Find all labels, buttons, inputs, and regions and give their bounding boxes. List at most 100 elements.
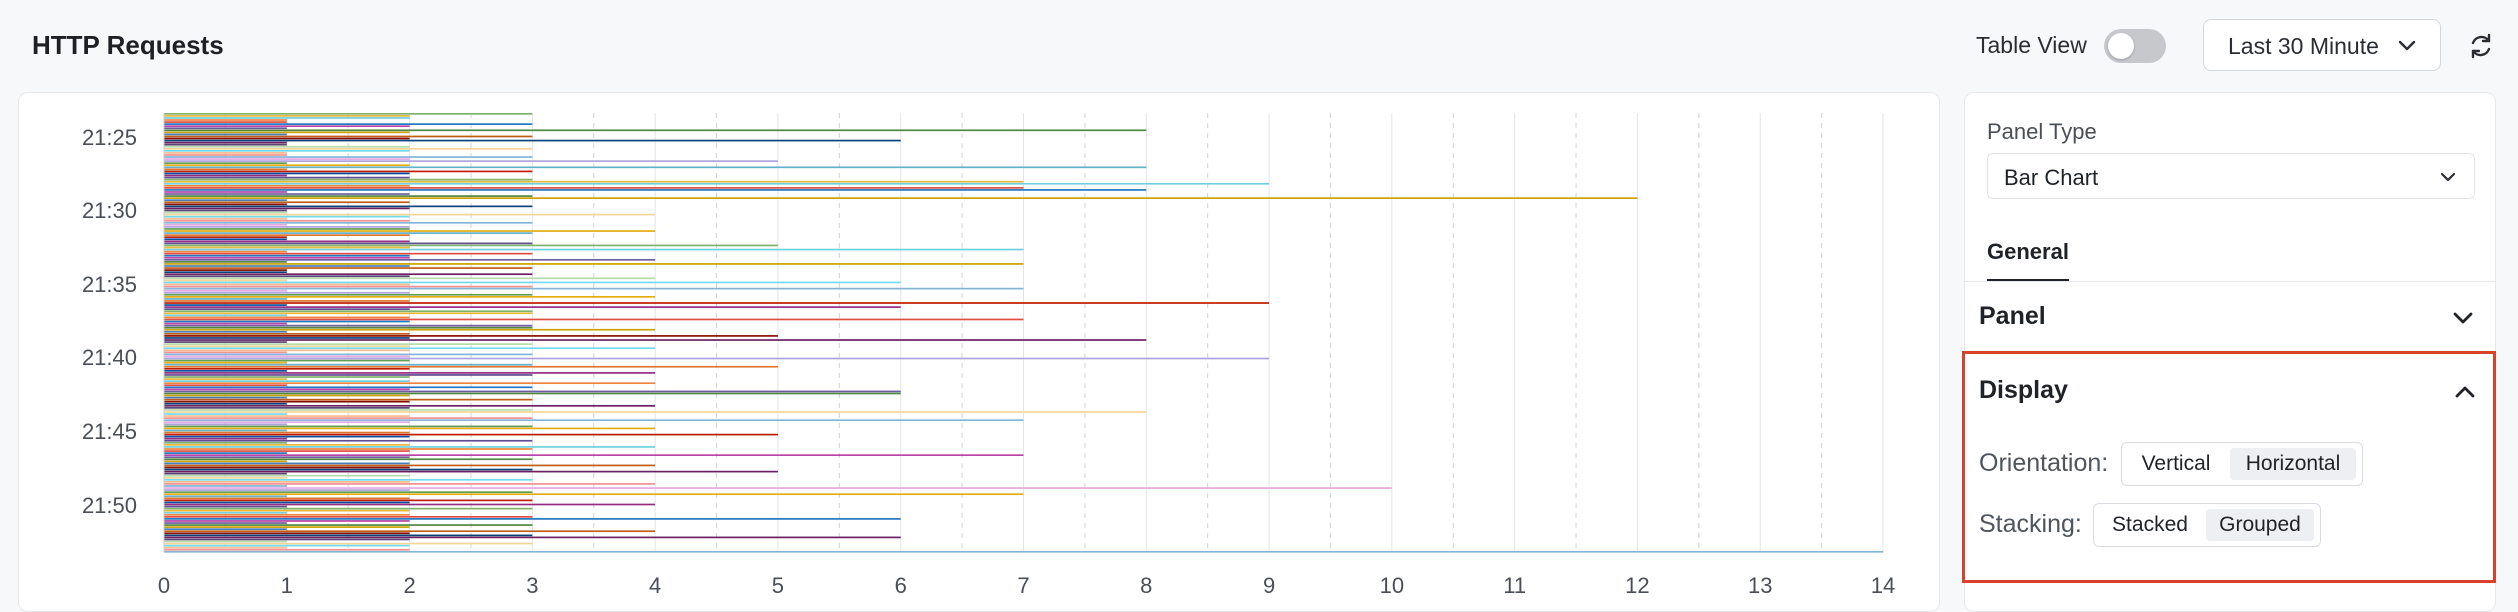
bar: [164, 421, 410, 424]
bar: [164, 396, 287, 399]
chevron-down-icon: [2440, 172, 2456, 182]
bar: [164, 376, 410, 378]
bar: [164, 289, 287, 292]
bar: [164, 314, 287, 317]
bar: [164, 378, 287, 380]
display-section-header[interactable]: Display: [1965, 354, 2493, 424]
bar: [164, 310, 533, 313]
bar: [164, 125, 410, 128]
bar: [164, 538, 410, 541]
bar: [164, 493, 1024, 496]
x-tick-label: 0: [158, 573, 170, 598]
bar: [164, 195, 533, 197]
bar: [164, 326, 533, 329]
bar: [164, 123, 533, 125]
bar: [164, 370, 287, 372]
bar: [164, 489, 410, 491]
time-range-label: Last 30 Minute: [2228, 33, 2379, 59]
bar: [164, 211, 287, 214]
x-tick-label: 11: [1503, 573, 1526, 598]
bar: [164, 522, 287, 524]
bar: [164, 520, 410, 522]
bar: [164, 244, 778, 247]
bar: [164, 367, 410, 370]
bar: [164, 137, 410, 140]
bar: [164, 298, 287, 300]
bar: [164, 230, 656, 232]
bar: [164, 119, 287, 121]
bar: [164, 509, 410, 512]
bar: [164, 458, 533, 461]
bar: [164, 386, 533, 389]
bar: [164, 328, 656, 331]
bar: [164, 425, 533, 428]
bar: [164, 240, 410, 243]
chevron-up-icon: [2455, 386, 2475, 398]
panel-type-value: Bar Chart: [2004, 165, 2099, 190]
bar: [164, 279, 287, 282]
bar: [164, 258, 656, 261]
section-panel-header[interactable]: Panel: [1965, 282, 2495, 352]
bar: [164, 209, 287, 212]
bar: [164, 207, 410, 210]
bar: [164, 156, 533, 158]
bar: [164, 524, 533, 526]
bar: [164, 550, 1883, 553]
stacking-stacked-button[interactable]: Stacked: [2112, 513, 2188, 536]
bar: [164, 518, 901, 520]
bar: [164, 462, 410, 465]
bar: [164, 147, 533, 150]
bar: [164, 277, 656, 280]
page-title: HTTP Requests: [32, 30, 224, 60]
bar: [164, 193, 410, 195]
stacking-segmented-control: Stacked Grouped: [2093, 503, 2321, 547]
y-tick-label: 21:25: [82, 125, 137, 150]
bar: [164, 439, 533, 442]
stacking-grouped-button[interactable]: Grouped: [2206, 509, 2314, 541]
bar: [164, 534, 533, 537]
bar: [164, 365, 778, 368]
bar: [164, 392, 901, 395]
chevron-down-icon: [2453, 312, 2473, 324]
bar: [164, 415, 410, 417]
bar: [164, 384, 287, 387]
orientation-horizontal-button[interactable]: Horizontal: [2230, 448, 2356, 480]
bar: [164, 390, 901, 393]
y-tick-label: 21:45: [82, 419, 137, 444]
bar: [164, 117, 410, 119]
bar: [164, 460, 287, 463]
x-tick-label: 7: [1017, 573, 1029, 598]
bar: [164, 417, 533, 419]
bar: [164, 217, 287, 220]
bar: [164, 271, 287, 274]
section-display-title: Display: [1979, 376, 2068, 404]
bar: [164, 456, 410, 459]
bar: [164, 548, 410, 551]
x-tick-label: 14: [1871, 573, 1895, 598]
orientation-vertical-button[interactable]: Vertical: [2141, 452, 2211, 475]
refresh-icon[interactable]: [2465, 30, 2497, 62]
bar: [164, 254, 410, 257]
bar: [164, 419, 1024, 422]
bar: [164, 361, 287, 364]
bar: [164, 113, 533, 115]
bar: [164, 269, 287, 271]
bar: [164, 166, 1147, 169]
chart-panel: 0 1 2 3 4 5 6 7 8 9 10 11 12 13 14 21:25 21:30 21:35 21:40…: [18, 92, 1940, 612]
bar: [164, 283, 410, 286]
tab-general[interactable]: General: [1987, 239, 2069, 282]
time-range-dropdown[interactable]: Last 30 Minute: [2203, 19, 2441, 71]
bar: [164, 452, 287, 454]
bar: [164, 423, 287, 426]
bar: [164, 446, 656, 448]
bar: [164, 511, 287, 514]
bar: [164, 306, 901, 308]
section-panel-title: Panel: [1979, 302, 2046, 330]
bar: [164, 491, 533, 494]
bar: [164, 481, 410, 483]
bar: [164, 127, 287, 130]
bar: [164, 337, 410, 339]
table-view-toggle[interactable]: [2104, 29, 2166, 63]
bar: [164, 133, 287, 136]
panel-type-select[interactable]: Bar Chart: [1987, 153, 2475, 199]
